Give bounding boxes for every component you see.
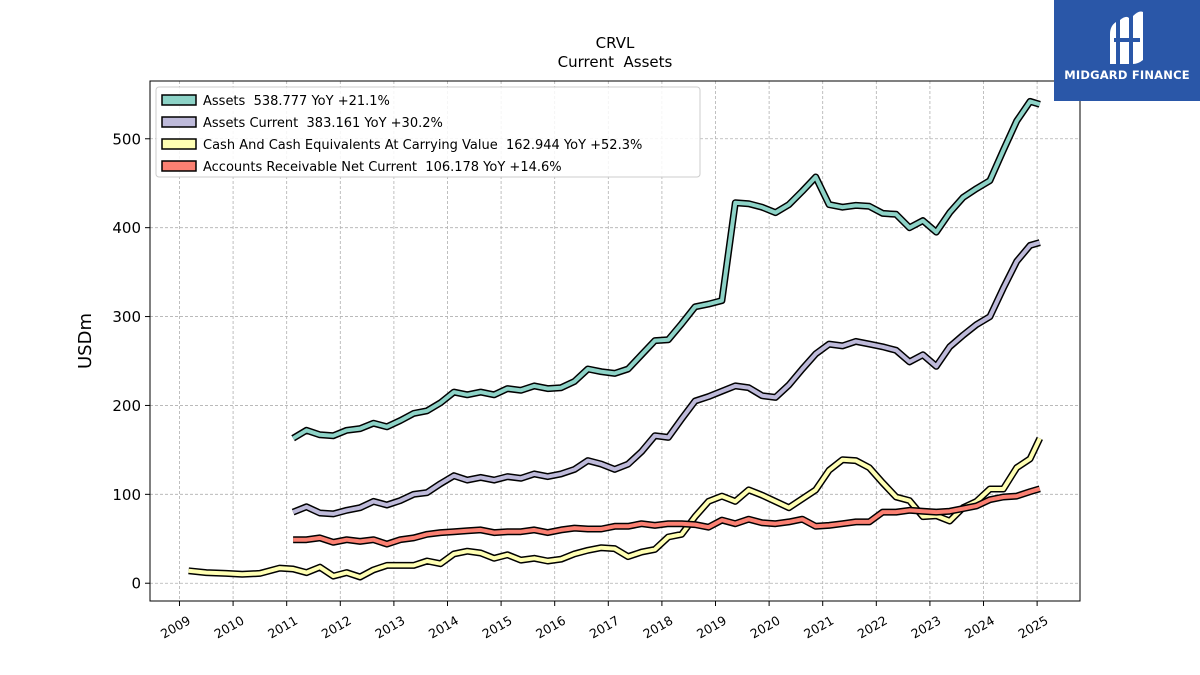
x-ticks: 2009 2010 2011 2012 2013 2014 2015 2016 2017 2018… [158,601,1051,642]
legend-swatch-1 [161,116,197,128]
x-tick-label: 2023 [908,613,943,642]
legend-label-2: Cash And Cash Equivalents At Carrying Va… [203,138,642,153]
x-tick-label: 2009 [158,613,193,642]
chart-subtitle: Current Assets [558,53,673,71]
y-tick-label: 400 [112,219,141,237]
chart-title: CRVL [596,34,635,52]
x-tick-label: 2016 [533,613,568,642]
brand-logo: MIDGARD FINANCE [1054,0,1200,101]
x-tick-label: 2018 [640,613,675,642]
series-line-3 [293,486,1041,547]
legend-label-0: Assets 538.777 YoY +21.1% [203,94,390,109]
logo-mark-icon [1110,11,1143,64]
series-line-0 [292,99,1041,441]
legend-swatch-0 [161,94,197,106]
legend-label-1: Assets Current 383.161 YoY +30.2% [203,116,443,131]
x-tick-label: 2020 [748,613,783,642]
x-tick-label: 2010 [212,613,247,642]
plot-frame [149,80,1081,602]
legend-swatch-3 [161,160,197,172]
x-tick-label: 2015 [480,613,515,642]
y-tick-label: 200 [112,397,141,415]
y-ticks: 0 100 200 300 400 500 [112,130,150,593]
x-tick-label: 2014 [426,613,461,642]
series-outline-1 [291,239,1041,518]
x-tick-label: 2022 [855,613,890,642]
x-tick-label: 2021 [801,613,836,642]
x-tick-label: 2012 [319,613,354,642]
brand-name: MIDGARD FINANCE [1064,68,1190,82]
y-tick-label: 0 [131,575,141,593]
x-tick-label: 2011 [265,613,300,642]
x-tick-label: 2017 [587,613,622,642]
series-line-1 [292,240,1041,516]
legend: Assets 538.777 YoY +21.1% Assets Current … [155,86,701,178]
y-tick-label: 300 [112,308,141,326]
series-layer [188,97,1043,581]
legend-swatch-2 [161,138,197,150]
y-tick-label: 100 [112,486,141,504]
x-tick-label: 2013 [372,613,407,642]
x-tick-label: 2024 [962,613,997,642]
x-tick-label: 2019 [694,613,729,642]
series-line-2 [188,437,1042,579]
legend-label-3: Accounts Receivable Net Current 106.178 … [203,160,562,175]
y-axis-label: USDm [75,313,96,369]
x-tick-label: 2025 [1016,613,1051,642]
y-tick-label: 500 [112,130,141,148]
legend-box [155,86,701,178]
